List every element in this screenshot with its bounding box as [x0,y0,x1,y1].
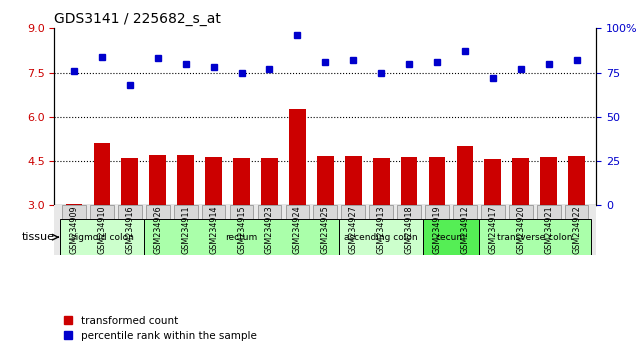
Bar [397,205,421,219]
Bar [425,205,449,219]
Bar [94,143,110,205]
Bar [233,158,250,205]
Bar [90,205,114,219]
Bar [537,205,560,219]
Text: sigmoid colon: sigmoid colon [71,233,133,242]
Text: GSM234920: GSM234920 [516,206,525,255]
Bar [285,205,309,219]
Bar [62,205,86,219]
Bar [65,204,83,205]
Bar [401,156,417,205]
Text: GSM234910: GSM234910 [97,206,106,254]
Bar [202,205,226,219]
Bar [118,205,142,219]
Text: GSM234914: GSM234914 [209,206,218,254]
Bar [485,159,501,205]
Bar [178,155,194,205]
Bar [289,109,306,205]
Bar [144,219,339,255]
Text: GSM234916: GSM234916 [126,206,135,254]
Text: GSM234918: GSM234918 [404,206,413,254]
Text: tissue: tissue [22,232,55,242]
Bar [479,219,590,255]
Bar [60,219,144,255]
Bar [313,205,337,219]
Text: transverse colon: transverse colon [497,233,572,242]
Bar [146,205,170,219]
Bar [373,158,390,205]
Bar [149,155,166,205]
Text: GSM234922: GSM234922 [572,206,581,255]
Text: GSM234926: GSM234926 [153,206,162,255]
Text: GSM234921: GSM234921 [544,206,553,255]
Text: GSM234919: GSM234919 [433,206,442,255]
Text: GSM234927: GSM234927 [349,206,358,255]
Text: GSM234915: GSM234915 [237,206,246,255]
Bar [258,205,281,219]
Bar [205,156,222,205]
Text: GDS3141 / 225682_s_at: GDS3141 / 225682_s_at [54,12,221,26]
Bar [423,219,479,255]
Bar [122,158,138,205]
Text: GSM234923: GSM234923 [265,206,274,255]
Bar [317,156,334,205]
Bar [174,205,197,219]
Text: rectum: rectum [226,233,258,242]
Bar [509,205,533,219]
Legend: transformed count, percentile rank within the sample: transformed count, percentile rank withi… [60,312,261,345]
Bar [568,156,585,205]
Text: GSM234912: GSM234912 [460,206,469,255]
Bar [456,146,473,205]
Bar [540,156,557,205]
Bar [565,205,588,219]
Bar [481,205,504,219]
Bar [429,156,445,205]
Bar [453,205,477,219]
Text: GSM234917: GSM234917 [488,206,497,255]
Bar [339,219,423,255]
Bar [369,205,393,219]
Text: GSM234924: GSM234924 [293,206,302,255]
Bar [229,205,253,219]
Text: GSM234911: GSM234911 [181,206,190,254]
Text: GSM234925: GSM234925 [320,206,330,255]
Bar [512,158,529,205]
Text: GSM234909: GSM234909 [69,206,79,255]
Bar [345,156,362,205]
Text: cecum: cecum [436,233,466,242]
Text: ascending colon: ascending colon [344,233,418,242]
Bar [342,205,365,219]
Text: GSM234913: GSM234913 [377,206,386,254]
Bar [261,158,278,205]
